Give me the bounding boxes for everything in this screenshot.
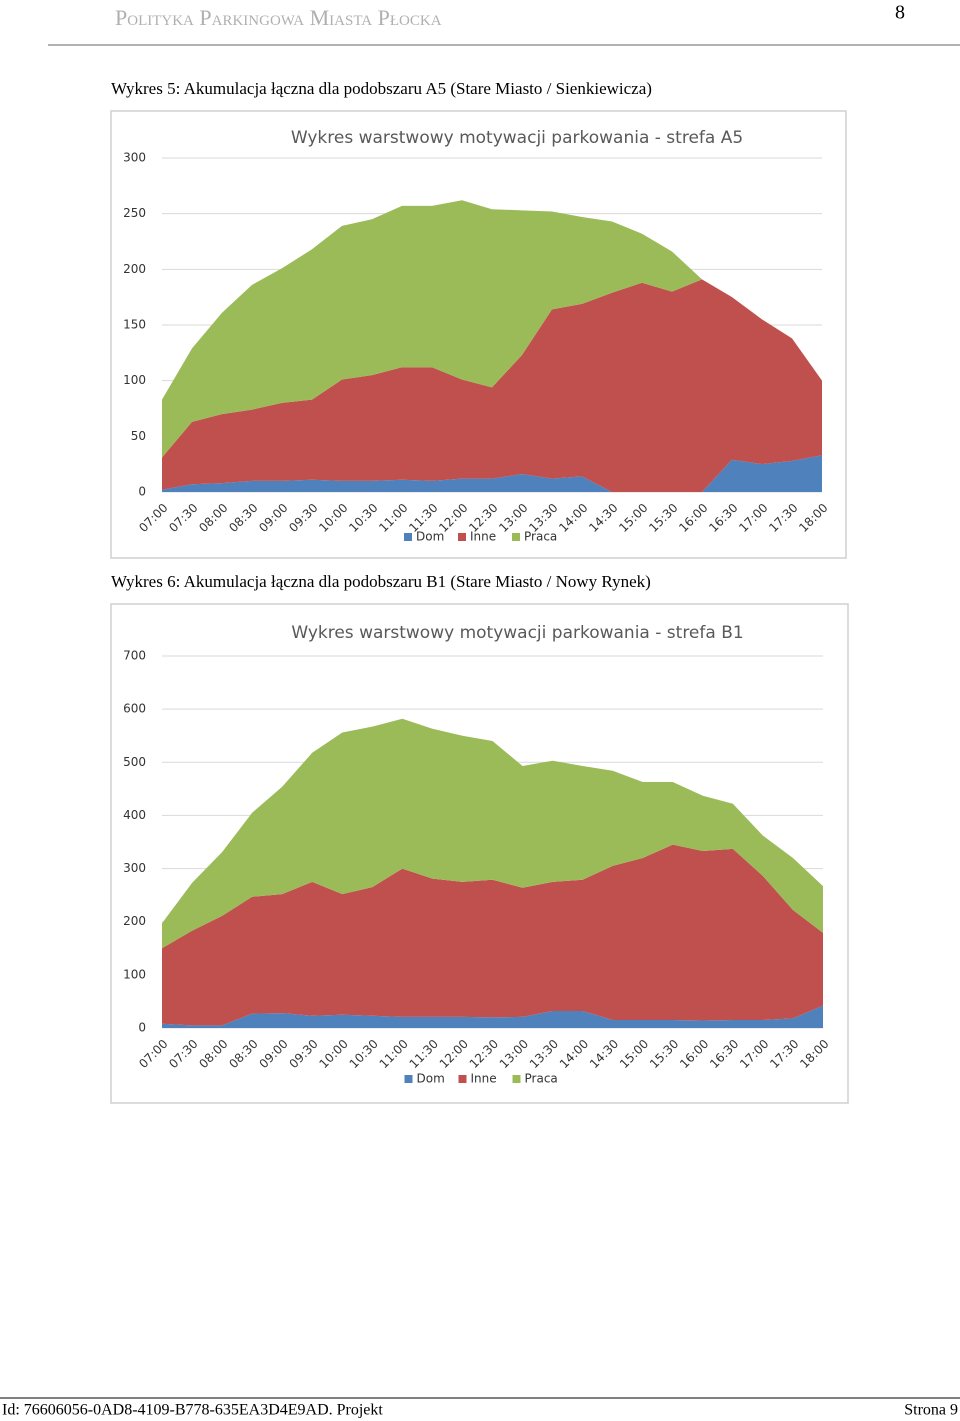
y-tick-label: 0	[138, 485, 146, 499]
y-tick-label: 300	[123, 861, 146, 875]
header-title: Polityka Parkingowa Miasta Płocka	[115, 5, 442, 30]
legend-swatch	[512, 1075, 521, 1083]
chart-title: Wykres warstwowy motywacji parkowania - …	[291, 623, 743, 643]
legend-swatch	[458, 1075, 467, 1083]
legend-label: Dom	[416, 530, 444, 544]
legend-label: Praca	[525, 1072, 558, 1086]
legend-label: Praca	[524, 530, 557, 544]
y-tick-label: 600	[123, 702, 146, 716]
y-tick-label: 300	[123, 151, 146, 165]
area	[162, 279, 822, 492]
y-tick-label: 500	[123, 755, 146, 769]
chart-title: Wykres warstwowy motywacji parkowania - …	[291, 128, 743, 148]
y-tick-label: 200	[123, 914, 146, 928]
area	[162, 455, 822, 492]
footer-page: Strona 9	[904, 1402, 958, 1419]
legend-swatch	[404, 1075, 413, 1083]
footer-id: Id: 76606056-0AD8-4109-B778-635EA3D4E9AD…	[2, 1402, 383, 1419]
y-tick-label: 200	[123, 262, 146, 276]
area	[162, 844, 823, 1026]
y-tick-label: 100	[123, 967, 146, 981]
legend-swatch	[458, 533, 466, 541]
y-tick-label: 250	[123, 206, 146, 220]
header-page: 8	[895, 2, 905, 24]
y-tick-label: 150	[123, 318, 146, 332]
legend-label: Inne	[471, 1072, 497, 1086]
legend-swatch	[404, 533, 412, 541]
y-tick-label: 100	[123, 373, 146, 387]
area	[162, 200, 822, 458]
area	[162, 718, 823, 949]
y-tick-label: 700	[123, 649, 146, 663]
figure-caption: Wykres 6: Akumulacja łączna dla podobsza…	[111, 572, 651, 591]
y-tick-label: 50	[131, 429, 146, 443]
figure-caption: Wykres 5: Akumulacja łączna dla podobsza…	[111, 79, 652, 98]
legend-swatch	[512, 533, 520, 541]
y-tick-label: 0	[138, 1021, 146, 1035]
legend-label: Inne	[470, 530, 496, 544]
legend-label: Dom	[417, 1072, 445, 1086]
y-tick-label: 400	[123, 808, 146, 822]
area	[162, 1005, 823, 1028]
